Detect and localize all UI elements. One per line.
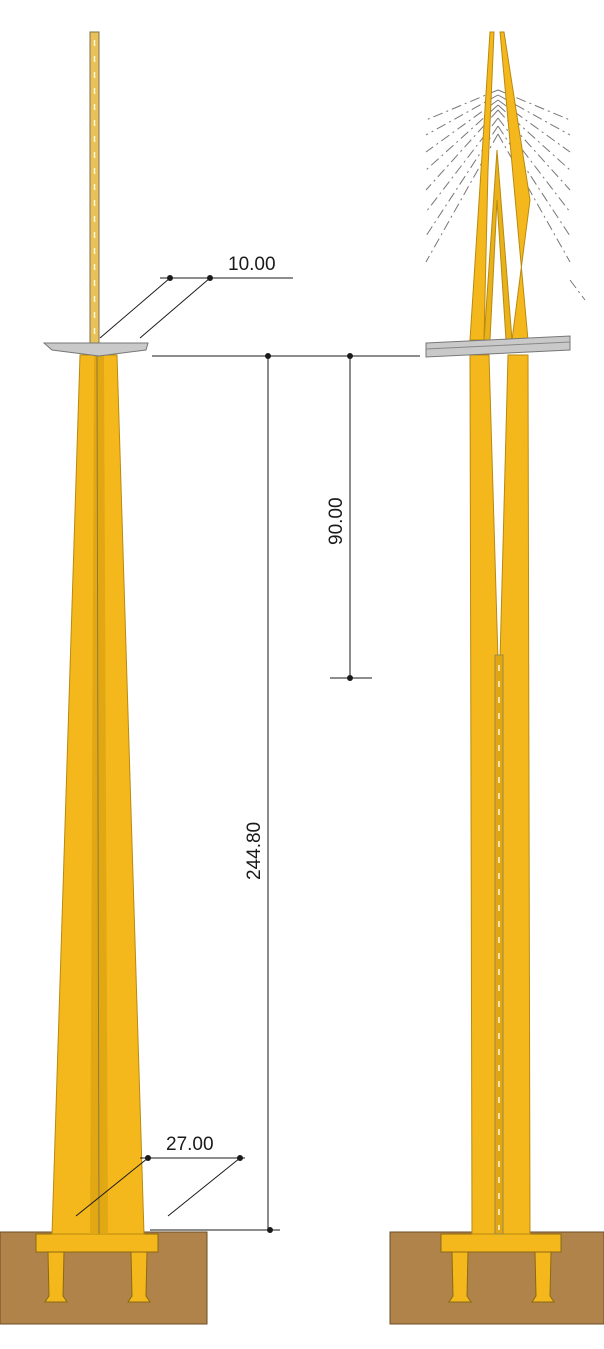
dimension-label-pylon-height: 244.80	[244, 822, 265, 880]
pylon-leg-right-b	[499, 354, 531, 1235]
dimension-label-deck-width: 10.00	[228, 254, 276, 275]
dimension-vertical-lines: 244.80 90.00	[150, 353, 420, 1233]
deck-section-left	[42, 342, 149, 357]
pylon-leg-right-a	[469, 354, 499, 1235]
dimension-label-upper-pylon: 90.00	[326, 497, 347, 545]
pylon-shaft-shading-left	[90, 355, 108, 1234]
pile-cap-right	[440, 1233, 562, 1253]
left-elevation-view: 10.00 27.00	[0, 31, 293, 1325]
dimension-base-width: 27.00	[75, 1134, 245, 1217]
pylon-core-right	[494, 654, 504, 1235]
dimension-deck-width: 10.00	[99, 254, 293, 339]
pile-cap-left	[35, 1233, 159, 1253]
dimension-label-base-width: 27.00	[166, 1134, 214, 1155]
pylon-centerline-left	[96, 354, 100, 1235]
right-elevation-view	[389, 31, 604, 1325]
deck-elevation-right	[425, 335, 571, 358]
